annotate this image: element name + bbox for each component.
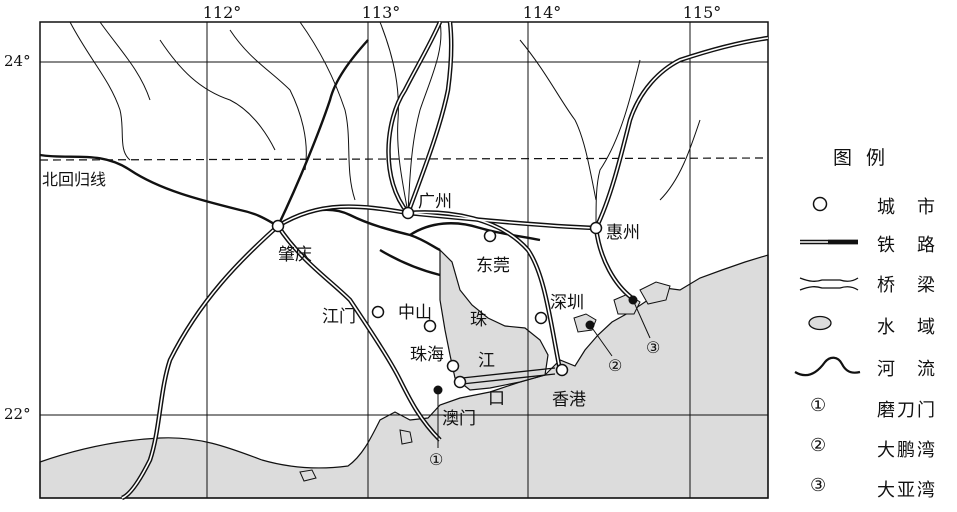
estuary-char-jiang: 江 bbox=[478, 351, 495, 371]
callout-3-daya-bay: ③ bbox=[646, 338, 661, 357]
legend-label-bridge: 桥梁 bbox=[877, 275, 957, 296]
city-marker-shenzhen bbox=[534, 311, 548, 325]
city-marker-zhaoqing bbox=[271, 219, 285, 233]
island bbox=[399, 429, 413, 445]
rivers bbox=[69, 21, 701, 229]
city-label-shenzhen: 深圳 bbox=[550, 293, 584, 313]
longitude-label-112: 112° bbox=[202, 3, 242, 22]
city-label-aomen: 澳门 bbox=[442, 409, 476, 429]
sea-area bbox=[39, 254, 769, 499]
legend-city-icon bbox=[812, 196, 828, 212]
modaomen-point bbox=[433, 385, 443, 395]
city-marker-zhongshan bbox=[423, 319, 437, 333]
estuary-char-zhu: 珠 bbox=[470, 310, 487, 330]
city-label-guangzhou: 广州 bbox=[418, 192, 452, 212]
railways bbox=[120, 21, 769, 501]
longitude-label-114: 114° bbox=[522, 3, 562, 22]
latitude-label-24: 24° bbox=[4, 52, 31, 70]
city-label-dongguan: 东莞 bbox=[476, 256, 510, 276]
estuary-water bbox=[439, 248, 549, 391]
city-label-xianggang: 香港 bbox=[552, 390, 586, 410]
city-label-zhongshan: 中山 bbox=[398, 303, 432, 323]
city-label-zhaoqing: 肇庆 bbox=[278, 245, 312, 265]
legend-label-railway: 铁路 bbox=[877, 235, 957, 256]
city-label-jiangmen: 江门 bbox=[322, 307, 356, 327]
city-markers bbox=[271, 206, 603, 389]
city-label-zhuhai: 珠海 bbox=[410, 345, 444, 365]
bridge bbox=[461, 367, 556, 385]
legend-label-modaomen: 磨刀门 bbox=[877, 400, 937, 421]
city-marker-xianggang bbox=[555, 363, 569, 377]
main-rivers bbox=[39, 39, 541, 277]
city-marker-jiangmen bbox=[371, 305, 385, 319]
legend-item-bridge: 桥梁 bbox=[800, 268, 957, 298]
longitude-label-113: 113° bbox=[361, 3, 401, 22]
city-marker-guangzhou bbox=[401, 206, 415, 220]
legend-symbol-1: ① bbox=[810, 395, 827, 416]
city-marker-huizhou bbox=[589, 221, 603, 235]
city-label-huizhou: 惠州 bbox=[606, 223, 640, 243]
legend-item-dapeng-bay: ② 大鹏湾 bbox=[800, 433, 957, 463]
city-marker-zhuhai bbox=[446, 359, 460, 373]
dapeng-bay-point bbox=[585, 320, 595, 330]
legend-label-dapeng-bay: 大鹏湾 bbox=[877, 440, 937, 461]
legend-item-river: 河流 bbox=[800, 352, 957, 382]
legend-label-river: 河流 bbox=[877, 359, 957, 380]
legend-item-water: 水域 bbox=[800, 310, 957, 340]
legend-water-icon bbox=[808, 315, 832, 331]
tropic-of-cancer-line bbox=[39, 157, 769, 161]
island bbox=[299, 469, 317, 482]
legend-symbol-2: ② bbox=[810, 435, 827, 456]
legend-symbol-3: ③ bbox=[810, 475, 827, 496]
callout-leaders bbox=[437, 299, 651, 448]
legend-label-water: 水域 bbox=[877, 317, 957, 338]
legend-label-daya-bay: 大亚湾 bbox=[877, 480, 937, 501]
callout-2-dapeng-bay: ② bbox=[608, 356, 623, 375]
city-marker-dongguan bbox=[483, 229, 497, 243]
legend-title: 图例 bbox=[833, 147, 900, 169]
tropic-of-cancer-label: 北回归线 bbox=[42, 170, 107, 189]
legend-item-city: 城市 bbox=[800, 190, 957, 220]
latitude-label-22: 22° bbox=[4, 405, 31, 423]
estuary-char-kou: 口 bbox=[488, 389, 505, 409]
legend-item-modaomen: ① 磨刀门 bbox=[800, 393, 957, 423]
legend-item-daya-bay: ③ 大亚湾 bbox=[800, 473, 957, 503]
legend-label-city: 城市 bbox=[877, 197, 957, 218]
legend-bridge-icon bbox=[799, 277, 859, 291]
callout-1-modaomen: ① bbox=[429, 450, 444, 469]
daya-bay-point bbox=[628, 295, 638, 305]
legend-river-icon bbox=[794, 356, 861, 377]
island bbox=[639, 281, 671, 305]
longitude-label-115: 115° bbox=[682, 3, 722, 22]
legend-item-railway: 铁路 bbox=[800, 228, 957, 258]
city-marker-aomen bbox=[453, 375, 467, 389]
map-frame bbox=[39, 21, 769, 499]
